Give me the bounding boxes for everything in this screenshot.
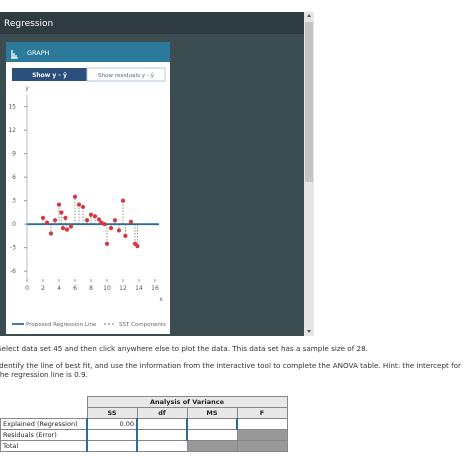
data-point — [60, 225, 66, 231]
graph-card — [6, 42, 170, 334]
data-point — [116, 228, 122, 233]
data-point — [48, 231, 54, 236]
data-point — [76, 202, 82, 207]
data-point — [63, 215, 68, 220]
column-header: MS — [186, 407, 238, 419]
graph-title: GRAPH — [27, 49, 50, 57]
data-point — [40, 215, 46, 220]
tool-panel: Regression GRAPH Show y - ȳ Show residua… — [0, 12, 314, 336]
input-cell[interactable] — [186, 418, 238, 430]
data-point — [64, 227, 70, 232]
x-tick-label: 14 — [135, 285, 143, 292]
disabled-cell — [236, 440, 288, 452]
data-point — [99, 220, 104, 225]
table-title: Analysis of Variance — [86, 396, 288, 408]
input-cell[interactable] — [136, 418, 188, 430]
anova-table: Analysis of Variance SS df MS F Explaine… — [0, 396, 288, 452]
row-label: Explained (Regression) — [0, 418, 88, 430]
y-tick-label: 0 — [12, 221, 16, 228]
instruction-text: Identify the line of best fit, and use t… — [0, 361, 462, 379]
scroll-thumb[interactable] — [305, 22, 313, 182]
disabled-cell — [186, 440, 238, 452]
data-point — [123, 233, 128, 239]
y-tick-label: 6 — [12, 174, 16, 181]
input-cell[interactable]: 0.00 — [86, 418, 138, 430]
data-point — [72, 194, 78, 199]
input-cell[interactable] — [186, 429, 238, 441]
y-tick-label: -3 — [10, 245, 16, 252]
y-tick-label: 9 — [12, 151, 16, 158]
data-point — [104, 241, 110, 246]
header-title: Regression — [4, 19, 53, 29]
x-tick-label: 4 — [57, 285, 61, 292]
x-tick-label: 8 — [89, 285, 93, 292]
data-point — [68, 224, 74, 229]
data-point — [52, 218, 58, 223]
disabled-cell — [236, 429, 288, 441]
graph-card-header — [6, 42, 170, 62]
graph-icon — [11, 50, 18, 59]
column-header: df — [136, 407, 188, 419]
data-point — [135, 244, 140, 249]
data-point — [120, 198, 126, 203]
column-header: SS — [86, 407, 138, 419]
x-tick-label: 16 — [151, 285, 159, 292]
input-cell[interactable] — [136, 429, 188, 441]
instructions: Select data set 45 and then click anywhe… — [0, 344, 471, 387]
x-tick-label: 12 — [119, 285, 127, 292]
button-active[interactable] — [12, 68, 87, 81]
data-point — [108, 225, 114, 231]
legend-label: SST Components — [119, 322, 166, 328]
data-point — [128, 219, 134, 224]
x-tick-label: 0 — [25, 285, 29, 292]
instruction-text: Select data set 45 and then click anywhe… — [0, 344, 368, 353]
x-axis-label: x — [159, 296, 163, 303]
x-tick-label: 6 — [73, 285, 77, 292]
y-tick-label: 12 — [8, 127, 16, 134]
row-label: Residuals (Error) — [0, 429, 88, 441]
column-header: F — [236, 407, 288, 419]
data-point — [84, 218, 90, 223]
button-label[interactable]: Show residuals y - ŷ — [98, 72, 155, 79]
input-cell[interactable] — [136, 440, 188, 452]
input-cell[interactable] — [236, 418, 288, 430]
data-point — [88, 212, 94, 217]
data-point — [59, 210, 64, 215]
y-tick-label: 15 — [8, 104, 16, 111]
x-tick-label: 2 — [41, 285, 45, 292]
x-tick-label: 10 — [103, 285, 111, 292]
button[interactable] — [86, 67, 166, 82]
input-cell[interactable] — [86, 440, 138, 452]
row-label: Total — [0, 440, 88, 452]
button-label[interactable]: Show y - ȳ — [32, 72, 67, 79]
plot[interactable]: y 15 12 9 6 3 0 -3 -6 0 2 4 6 8 10 12 14 16x Proposed Regr… — [8, 85, 166, 328]
data-point — [96, 217, 102, 222]
data-point — [44, 220, 50, 225]
data-point — [80, 204, 86, 210]
data-point — [102, 222, 107, 227]
y-tick-label: -6 — [10, 268, 16, 275]
header-bar — [0, 12, 304, 34]
y-axis-label: y — [25, 85, 29, 92]
input-cell[interactable] — [86, 429, 138, 441]
data-point — [92, 214, 98, 219]
legend-label: Proposed Regression Line — [26, 322, 97, 328]
data-point — [56, 202, 62, 207]
data-point — [112, 218, 118, 223]
y-tick-label: 3 — [12, 198, 16, 205]
